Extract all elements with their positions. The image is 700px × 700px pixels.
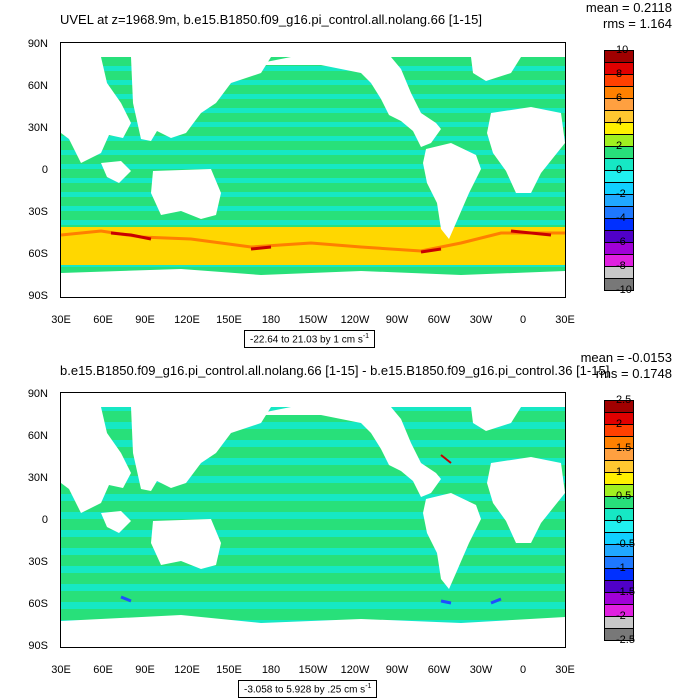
lat-tick-label: 0 bbox=[41, 164, 48, 176]
colorbar-label: 2.5 bbox=[616, 394, 632, 406]
lat-tick-label: 90N bbox=[27, 388, 48, 400]
colorbar-label: -10 bbox=[616, 284, 632, 296]
colorbar-label: -1 bbox=[616, 562, 626, 574]
contour-range-box: -3.058 to 5.928 by .25 cm s-1 bbox=[238, 680, 378, 699]
negative-anomaly bbox=[120, 595, 502, 605]
lon-tick-label: 0 bbox=[519, 664, 527, 676]
ocean-field bbox=[61, 393, 565, 647]
colorbar-label: -1.5 bbox=[616, 586, 635, 598]
colorbar-swatch bbox=[604, 628, 634, 641]
plot-title: UVEL at z=1968.9m, b.e15.B1850.f09_g16.p… bbox=[60, 12, 482, 27]
lon-tick-label: 30E bbox=[555, 314, 575, 326]
rms-stat: rms = 0.1748 bbox=[595, 366, 672, 381]
lat-tick-label: 30N bbox=[27, 472, 48, 484]
colorbar bbox=[604, 400, 634, 641]
colorbar-label: -2 bbox=[616, 188, 626, 200]
lat-tick-label: 60S bbox=[28, 248, 48, 260]
lon-tick-label: 30E bbox=[555, 664, 575, 676]
colorbar-label: -0.5 bbox=[616, 538, 635, 550]
lon-tick-label: 60W bbox=[427, 314, 451, 326]
contour-range-box: -22.64 to 21.03 by 1 cm s-1 bbox=[244, 330, 376, 349]
lon-tick-label: 120E bbox=[174, 664, 200, 676]
lon-tick-label: 30W bbox=[469, 664, 493, 676]
land-masses bbox=[61, 393, 565, 647]
rms-stat: rms = 1.164 bbox=[602, 16, 672, 31]
lon-tick-label: 150E bbox=[216, 664, 242, 676]
lat-tick-label: 90S bbox=[28, 640, 48, 652]
lon-tick-label: 120W bbox=[340, 314, 370, 326]
lon-tick-label: 150E bbox=[216, 314, 242, 326]
colorbar-label: 1 bbox=[616, 466, 623, 478]
plot-title: b.e15.B1850.f09_g16.pi_control.all.nolan… bbox=[60, 363, 610, 378]
lon-tick-label: 90W bbox=[385, 664, 409, 676]
lon-tick-label: 0 bbox=[519, 314, 527, 326]
lon-tick-label: 120E bbox=[174, 314, 200, 326]
colorbar-label: 10 bbox=[616, 44, 629, 56]
lon-tick-label: 60E bbox=[93, 314, 113, 326]
contour-range-text: -22.64 to 21.03 by 1 cm s bbox=[250, 334, 363, 346]
colorbar-label: -2.5 bbox=[616, 634, 635, 646]
mean-stat: mean = 0.2118 bbox=[585, 0, 672, 15]
lon-tick-label: 180 bbox=[261, 664, 281, 676]
lat-tick-label: 0 bbox=[41, 514, 48, 526]
colorbar-label: -8 bbox=[616, 260, 626, 272]
panel-top: UVEL at z=1968.9m, b.e15.B1850.f09_g16.p… bbox=[27, 0, 672, 349]
lon-tick-label: 60E bbox=[93, 664, 113, 676]
lat-tick-label: 60N bbox=[27, 80, 48, 92]
lat-tick-label: 30S bbox=[28, 556, 48, 568]
colorbar-label: 4 bbox=[616, 116, 623, 128]
unit-exponent: -1 bbox=[365, 683, 372, 690]
lon-tick-label: 30W bbox=[469, 314, 493, 326]
lat-tick-label: 60S bbox=[28, 598, 48, 610]
lon-tick-label: 90E bbox=[135, 314, 155, 326]
colorbar-label: 2 bbox=[616, 418, 623, 430]
panel-bottom: b.e15.B1850.f09_g16.pi_control.all.nolan… bbox=[0, 350, 700, 700]
colorbar bbox=[604, 50, 634, 291]
unit-exponent: -1 bbox=[362, 333, 370, 340]
lon-tick-label: 120W bbox=[340, 664, 370, 676]
map-frame bbox=[60, 42, 566, 298]
jet-core bbox=[110, 229, 552, 254]
lat-tick-label: 90S bbox=[28, 290, 48, 302]
lon-tick-label: 90E bbox=[135, 664, 155, 676]
lat-tick-label: 90N bbox=[27, 38, 48, 50]
colorbar-label: -2 bbox=[616, 610, 626, 622]
colorbar-label: 0 bbox=[616, 514, 623, 526]
contour-range-text: -3.058 to 5.928 by .25 cm s bbox=[244, 684, 366, 696]
land-masses bbox=[61, 43, 565, 297]
colorbar-label: 6 bbox=[616, 92, 623, 104]
colorbar-label: 1.5 bbox=[616, 442, 632, 454]
lon-tick-label: 60W bbox=[427, 664, 451, 676]
lon-tick-label: 150W bbox=[298, 664, 328, 676]
colorbar-swatch bbox=[604, 278, 634, 291]
colorbar-label: -6 bbox=[616, 236, 626, 248]
mean-stat: mean = -0.0153 bbox=[580, 350, 672, 365]
colorbar-label: 0 bbox=[616, 164, 623, 176]
map-frame bbox=[60, 392, 566, 648]
lat-tick-label: 30N bbox=[27, 122, 48, 134]
colorbar-label: 2 bbox=[616, 140, 623, 152]
southern-ocean-band bbox=[61, 227, 565, 265]
lat-tick-label: 60N bbox=[27, 430, 48, 442]
ocean-field bbox=[61, 43, 565, 297]
colorbar-label: 0.5 bbox=[616, 490, 632, 502]
lon-tick-label: 180 bbox=[261, 314, 281, 326]
lon-tick-label: 30E bbox=[51, 664, 71, 676]
colorbar-label: -4 bbox=[616, 212, 626, 224]
lat-tick-label: 30S bbox=[28, 206, 48, 218]
lon-tick-label: 150W bbox=[298, 314, 328, 326]
lon-tick-label: 90W bbox=[385, 314, 409, 326]
colorbar-label: 8 bbox=[616, 68, 623, 80]
lon-tick-label: 30E bbox=[51, 314, 71, 326]
